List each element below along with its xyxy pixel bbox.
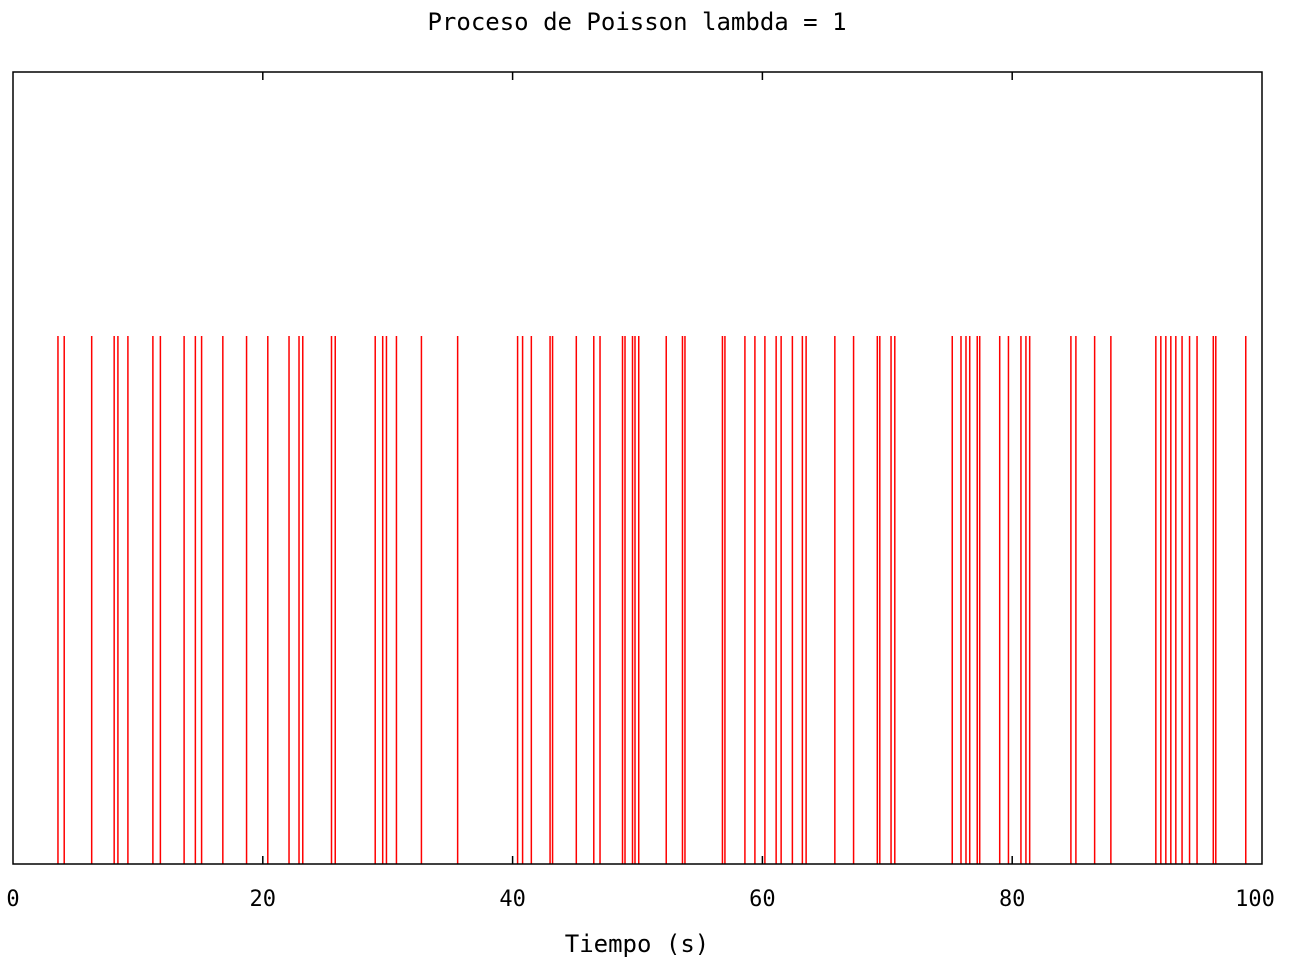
x-axis-label: Tiempo (s) xyxy=(565,930,710,958)
x-tick-label: 80 xyxy=(999,887,1026,912)
event-lines xyxy=(57,336,1247,864)
x-tick-label: 20 xyxy=(250,887,277,912)
x-tick-label: 60 xyxy=(749,887,776,912)
chart-title: Proceso de Poisson lambda = 1 xyxy=(427,8,846,36)
x-tick-label: 40 xyxy=(499,887,526,912)
x-axis-ticks: 0 20 40 60 80 100 xyxy=(6,72,1275,912)
x-tick-label: 100 xyxy=(1235,887,1275,912)
x-tick-label: 0 xyxy=(6,887,19,912)
plot-frame xyxy=(12,71,1263,865)
